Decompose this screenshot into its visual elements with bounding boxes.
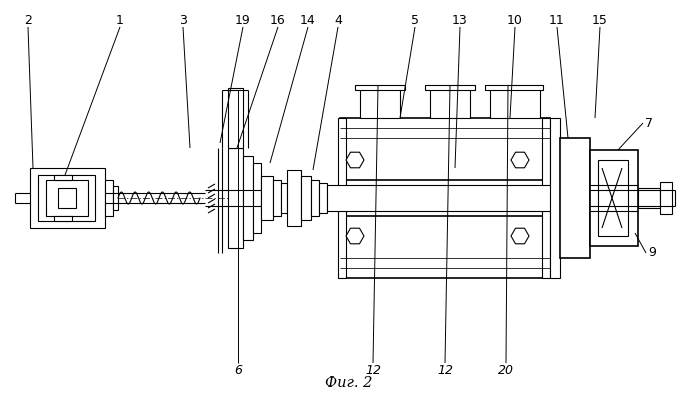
Bar (243, 156, 253, 240)
Bar (228, 148, 243, 248)
Text: 20: 20 (498, 363, 514, 376)
Bar (550, 118, 560, 278)
Bar (287, 170, 301, 226)
Text: 12: 12 (365, 363, 381, 376)
Bar (355, 85, 405, 90)
Text: 7: 7 (645, 117, 653, 130)
Bar (340, 118, 550, 180)
Polygon shape (346, 228, 364, 244)
Bar (281, 183, 287, 213)
Bar (46, 180, 88, 216)
Bar (340, 216, 550, 278)
Bar (261, 176, 273, 220)
Text: 19: 19 (235, 13, 251, 26)
Text: 5: 5 (411, 13, 419, 26)
Bar (590, 150, 638, 246)
Bar (30, 168, 105, 228)
Text: 4: 4 (334, 13, 342, 26)
Text: 9: 9 (648, 246, 656, 260)
Bar (113, 186, 118, 210)
Bar (327, 185, 557, 211)
Bar (425, 85, 475, 90)
Bar (301, 176, 311, 220)
Bar (54, 216, 72, 221)
Bar (228, 88, 243, 148)
Bar (542, 118, 550, 278)
Bar (253, 163, 261, 233)
Bar (38, 175, 95, 221)
Bar (485, 85, 543, 90)
Bar (273, 180, 281, 216)
Bar (490, 88, 540, 118)
Text: 16: 16 (270, 13, 286, 26)
Bar (598, 160, 628, 236)
Bar (54, 175, 72, 180)
Text: 15: 15 (592, 13, 608, 26)
Text: Фиг. 2: Фиг. 2 (325, 376, 373, 390)
Polygon shape (511, 152, 529, 168)
Text: 2: 2 (24, 13, 32, 26)
Text: 1: 1 (116, 13, 124, 26)
Bar (560, 138, 590, 258)
Text: 13: 13 (452, 13, 468, 26)
Bar (105, 180, 113, 216)
Text: 12: 12 (437, 363, 453, 376)
Text: 14: 14 (300, 13, 316, 26)
Polygon shape (346, 152, 364, 168)
Bar (660, 182, 672, 214)
Text: 10: 10 (507, 13, 523, 26)
Bar (430, 88, 470, 118)
Bar (360, 88, 400, 118)
Polygon shape (511, 228, 529, 244)
Bar (319, 183, 327, 213)
Bar (311, 180, 319, 216)
Bar (338, 118, 346, 278)
Bar (638, 188, 660, 208)
Text: 3: 3 (179, 13, 187, 26)
Text: 11: 11 (549, 13, 565, 26)
Bar (58, 188, 76, 208)
Text: 6: 6 (234, 363, 242, 376)
